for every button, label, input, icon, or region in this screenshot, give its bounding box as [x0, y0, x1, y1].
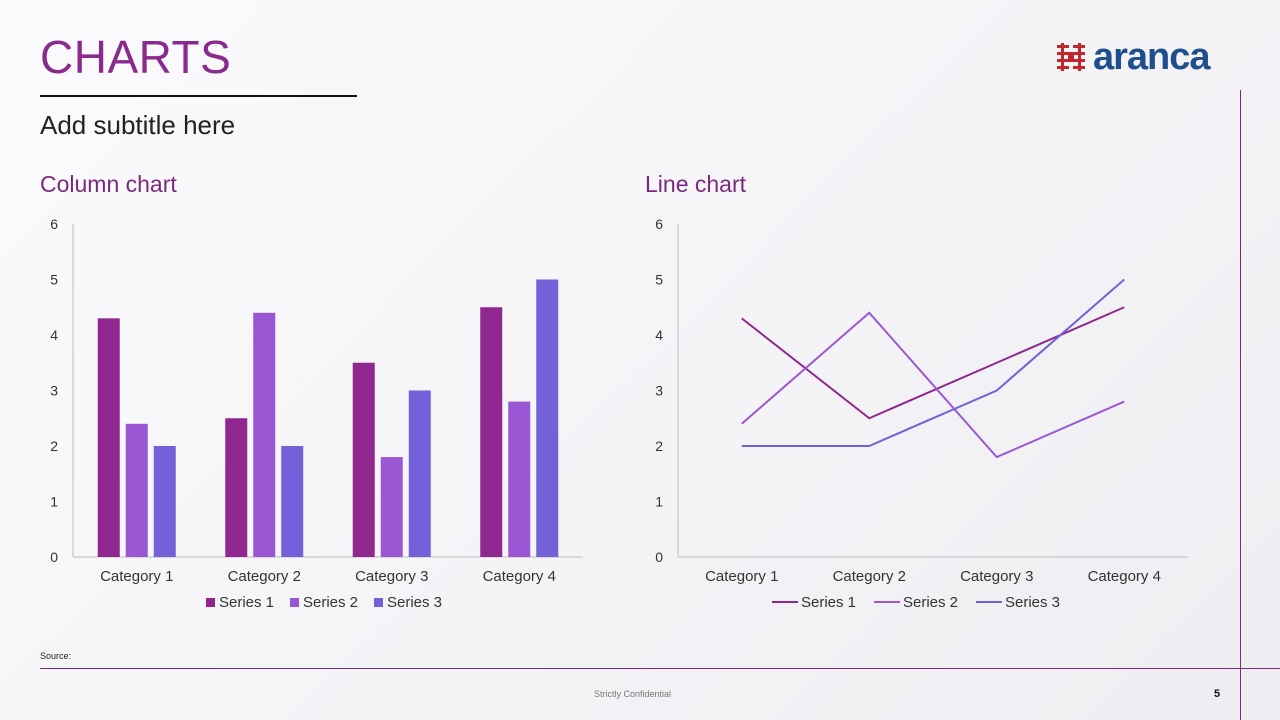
- bar-series-1: [352, 362, 375, 557]
- column-chart-title: Column chart: [40, 171, 177, 197]
- aranca-logo-text: aranca: [1093, 36, 1211, 78]
- x-tick-label: Category 1: [100, 568, 173, 585]
- y-tick-label: 6: [50, 216, 58, 232]
- slide-title: CHARTS: [40, 31, 232, 83]
- bar-series-2: [125, 423, 148, 557]
- line-series-2: [741, 311, 1125, 459]
- source-label: Source:: [40, 651, 72, 661]
- y-tick-label: 6: [655, 216, 663, 232]
- bar-series-3: [408, 390, 431, 557]
- x-tick-label: Category 3: [355, 568, 428, 585]
- legend-label-series-2: Series 2: [903, 594, 958, 611]
- line-chart: 0 1 2 3 4 5 6 Category 1 Category 2 Category 3 Cat…: [655, 216, 1188, 611]
- legend-label-series-3: Series 3: [1005, 594, 1060, 611]
- x-tick-label: Category 3: [960, 568, 1033, 585]
- x-tick-label: Category 1: [705, 568, 778, 585]
- aranca-logo-mark-icon: [1057, 43, 1085, 71]
- x-tick-label: Category 4: [1088, 568, 1161, 585]
- legend-label-series-1: Series 1: [219, 594, 274, 611]
- x-tick-label: Category 2: [833, 568, 906, 585]
- y-tick-label: 2: [655, 438, 663, 454]
- y-tick-label: 3: [50, 383, 58, 399]
- y-tick-label: 0: [655, 549, 663, 565]
- legend-label-series-2: Series 2: [303, 594, 358, 611]
- y-tick-label: 4: [655, 327, 663, 343]
- legend-label-series-3: Series 3: [387, 594, 442, 611]
- bar-series-1: [225, 418, 248, 557]
- bar-series-2: [508, 401, 531, 557]
- bar-series-1: [480, 307, 503, 557]
- legend-swatch-series-1: [206, 598, 215, 607]
- legend-label-series-1: Series 1: [801, 594, 856, 611]
- legend-swatch-series-2: [290, 598, 299, 607]
- bar-series-3: [536, 279, 559, 557]
- y-tick-label: 1: [50, 494, 58, 510]
- bar-series-2: [253, 312, 276, 557]
- title-underline: [40, 95, 357, 97]
- y-tick-label: 5: [50, 272, 58, 288]
- page-number: 5: [1214, 688, 1221, 700]
- bar-series-3: [153, 446, 176, 557]
- aranca-logo: aranca: [1057, 36, 1211, 78]
- bar-series-3: [281, 446, 304, 557]
- line-series-3: [741, 278, 1125, 447]
- column-chart: 0 1 2 3 4 5 6 Category 1 Category 2 Category 3 Cat…: [50, 216, 583, 611]
- bar-series-2: [380, 457, 403, 557]
- confidential-footer: Strictly Confidential: [594, 689, 672, 699]
- x-tick-label: Category 2: [228, 568, 301, 585]
- line-series-1: [741, 306, 1125, 420]
- line-chart-title: Line chart: [645, 171, 747, 197]
- y-tick-label: 0: [50, 549, 58, 565]
- x-tick-label: Category 4: [483, 568, 556, 585]
- legend-swatch-series-3: [374, 598, 383, 607]
- right-accent-rule: [1240, 90, 1241, 720]
- footer-rule: [40, 668, 1280, 669]
- y-tick-label: 5: [655, 272, 663, 288]
- y-tick-label: 2: [50, 438, 58, 454]
- slide-subtitle: Add subtitle here: [40, 110, 236, 140]
- y-tick-label: 4: [50, 327, 58, 343]
- y-tick-label: 1: [655, 494, 663, 510]
- bar-series-1: [97, 318, 120, 557]
- y-tick-label: 3: [655, 383, 663, 399]
